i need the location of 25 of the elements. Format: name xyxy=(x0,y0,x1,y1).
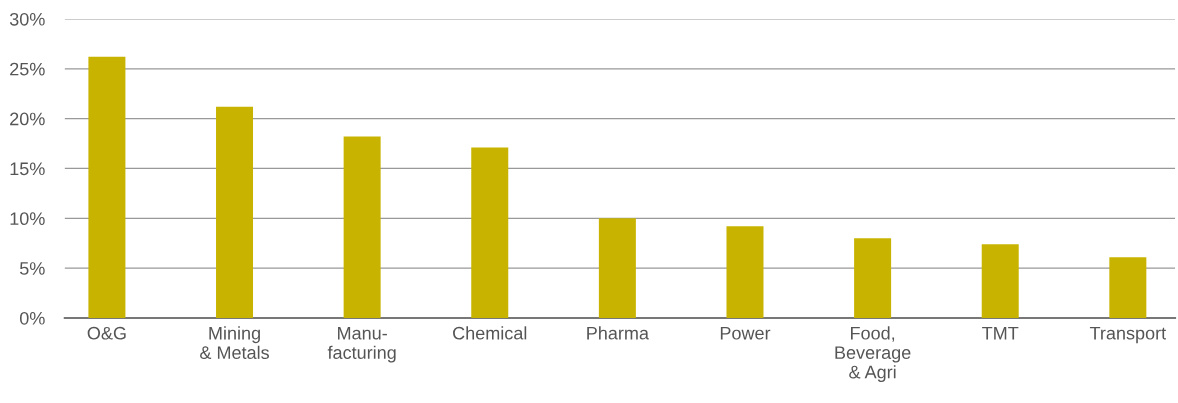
y-tick-label: 25% xyxy=(10,62,45,76)
x-tick-label: Food, Beverage & Agri xyxy=(835,326,911,383)
x-tick-label: Manu- facturing xyxy=(327,326,396,363)
y-tick-label: 0% xyxy=(19,311,45,325)
bar xyxy=(88,56,126,318)
y-tick-label: 10% xyxy=(10,212,45,226)
bar xyxy=(854,238,892,318)
x-tick-label: O&G xyxy=(87,326,126,340)
y-tick-label: 5% xyxy=(19,262,45,275)
x-tick-label: Mining & Metals xyxy=(200,326,269,360)
bar xyxy=(598,218,636,318)
bar xyxy=(343,136,381,318)
x-tick-label: Pharma xyxy=(587,326,649,340)
bar xyxy=(726,226,764,318)
x-tick-label: Transport xyxy=(1089,326,1166,344)
bar xyxy=(216,106,254,318)
y-tick-label: 20% xyxy=(10,112,45,126)
x-tick-label: TMT xyxy=(982,326,1019,340)
x-tick-label: Chemical xyxy=(453,326,527,340)
x-tick-label: Power xyxy=(720,326,771,340)
bar xyxy=(981,244,1019,318)
y-tick-label: 15% xyxy=(10,162,45,176)
y-tick-label: 30% xyxy=(9,12,45,26)
bar xyxy=(471,147,509,318)
bar xyxy=(1109,257,1147,318)
